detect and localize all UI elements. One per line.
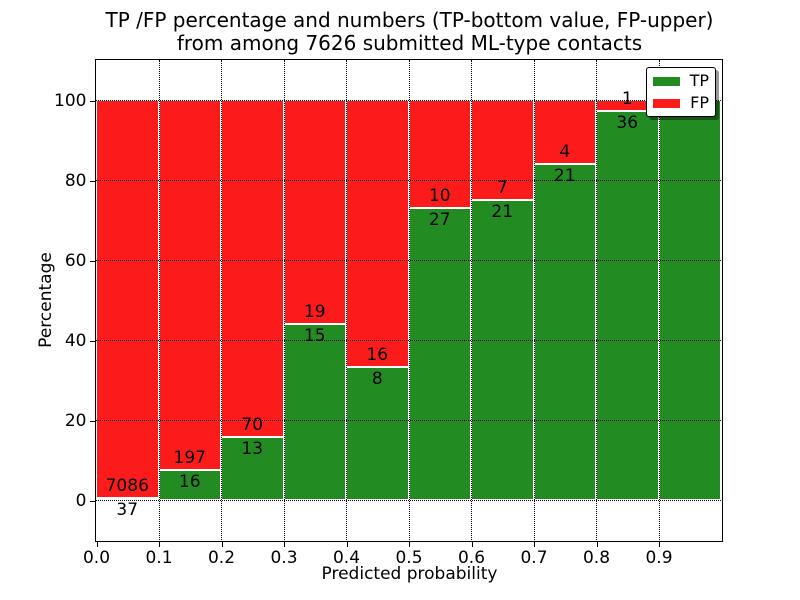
bar-segment-tp-3: [283, 323, 346, 500]
x-tick-mark-0.4: [346, 541, 348, 547]
legend: TP FP: [646, 67, 716, 117]
bar-count-label-fp-5: 10: [428, 186, 451, 207]
gridline-x-0.4: [346, 60, 347, 540]
y-tick-mark-80: [90, 180, 95, 182]
bar-segment-tp-6: [471, 200, 534, 500]
bar-segment-tp-7: [533, 164, 596, 500]
bar-count-label-tp-6: 21: [491, 202, 514, 222]
x-tick-mark-0.9: [659, 541, 660, 547]
bar-segment-fp-3: [283, 100, 346, 324]
gridline-x-0.5: [408, 60, 410, 540]
legend-label-tp: TP: [689, 71, 709, 90]
x-tick-mark-0.5: [409, 541, 410, 547]
bar-segment-tp-5: [408, 208, 471, 500]
bar-segment-fp-2: [221, 100, 284, 438]
gridline-x-0.3: [283, 60, 285, 540]
bar-count-label-tp-7: 21: [553, 166, 576, 186]
bar-count-label-tp-5: 27: [428, 210, 451, 231]
gridline-x-0.2: [221, 60, 222, 540]
x-tick-mark-0.8: [596, 541, 598, 547]
legend-entry-fp: FP: [653, 95, 709, 111]
bar-count-label-tp-3: 15: [303, 325, 326, 346]
bar-segment-tp-2: [221, 437, 284, 500]
bar-count-label-tp-2: 13: [241, 439, 264, 460]
y-tick-mark-60: [90, 260, 95, 262]
bar-segment-fp-6: [471, 100, 534, 200]
y-tick-mark-20: [90, 420, 95, 422]
chart-title-line2: from among 7626 submitted ML-type contac…: [176, 31, 643, 55]
x-tick-label-0.5: 0.5: [395, 547, 423, 568]
bar-count-label-fp-6: 7: [496, 178, 508, 198]
bar-count-label-fp-2: 70: [241, 415, 264, 436]
x-tick-label-0.4: 0.4: [332, 547, 361, 568]
x-tick-label-0.3: 0.3: [270, 547, 298, 568]
legend-label-fp: FP: [690, 93, 709, 112]
gridline-x-0.6: [471, 60, 472, 540]
x-tick-label-0.2: 0.2: [207, 547, 236, 568]
x-tick-mark-0.2: [221, 541, 223, 547]
plot-area: 3770861619713701519816271021721436122 TP…: [95, 59, 723, 542]
bar-count-label-fp-3: 19: [303, 301, 326, 322]
bar-segment-tp-9: [658, 100, 721, 500]
gridline-x-0.7: [533, 60, 535, 540]
y-tick-label-80: 80: [64, 170, 87, 191]
legend-swatch-fp: [653, 98, 680, 108]
x-tick-label-0.0: 0.0: [82, 547, 111, 568]
x-tick-label-0.8: 0.8: [582, 547, 611, 568]
y-tick-mark-0: [90, 500, 95, 502]
x-tick-label-0.7: 0.7: [520, 547, 548, 568]
x-tick-label-0.9: 0.9: [645, 547, 673, 568]
x-tick-label-0.6: 0.6: [457, 547, 486, 568]
x-tick-mark-0.0: [96, 541, 98, 547]
bar-count-label-tp-8: 36: [616, 112, 639, 133]
y-tick-mark-100: [90, 100, 95, 102]
legend-entry-tp: TP: [653, 73, 709, 89]
bar-segment-tp-0: [96, 497, 159, 500]
y-tick-label-40: 40: [64, 330, 87, 351]
legend-swatch-tp: [653, 76, 680, 86]
bar-count-label-tp-0: 37: [116, 499, 139, 520]
x-tick-mark-0.6: [471, 541, 473, 547]
gridline-x-0.8: [596, 60, 597, 540]
bar-count-label-tp-4: 8: [371, 368, 383, 389]
bar-count-label-tp-1: 16: [178, 471, 201, 492]
bar-count-label-fp-1: 197: [173, 447, 206, 468]
bar-segment-tp-4: [346, 366, 409, 500]
bar-segment-tp-8: [596, 110, 659, 500]
x-tick-mark-0.1: [159, 541, 160, 547]
chart-title: TP /FP percentage and numbers (TP-bottom…: [96, 9, 723, 55]
x-tick-mark-0.3: [284, 541, 285, 547]
y-tick-label-60: 60: [64, 250, 87, 271]
gridline-x-0.1: [158, 60, 160, 540]
bar-count-label-fp-7: 4: [559, 142, 571, 162]
bar-segment-fp-7: [533, 100, 596, 164]
x-tick-mark-0.7: [534, 541, 535, 547]
gridline-x-0.9: [658, 60, 660, 540]
y-tick-label-0: 0: [75, 490, 87, 511]
bar-segment-fp-5: [408, 100, 471, 209]
y-tick-mark-40: [90, 340, 95, 342]
bar-count-label-fp-0: 7086: [105, 475, 149, 496]
bar-count-label-fp-8: 1: [621, 88, 633, 109]
chart-title-line1: TP /FP percentage and numbers (TP-bottom…: [105, 8, 714, 32]
bar-segment-fp-4: [346, 100, 409, 367]
bar-count-label-fp-4: 16: [366, 344, 389, 365]
bar-segment-fp-0: [96, 100, 159, 498]
x-tick-label-0.1: 0.1: [145, 547, 173, 568]
y-tick-label-20: 20: [64, 410, 87, 431]
x-axis-label: Predicted probability: [321, 564, 498, 584]
y-axis-label: Percentage: [36, 252, 56, 348]
y-tick-label-100: 100: [54, 90, 87, 111]
bar-segment-fp-1: [158, 100, 221, 470]
